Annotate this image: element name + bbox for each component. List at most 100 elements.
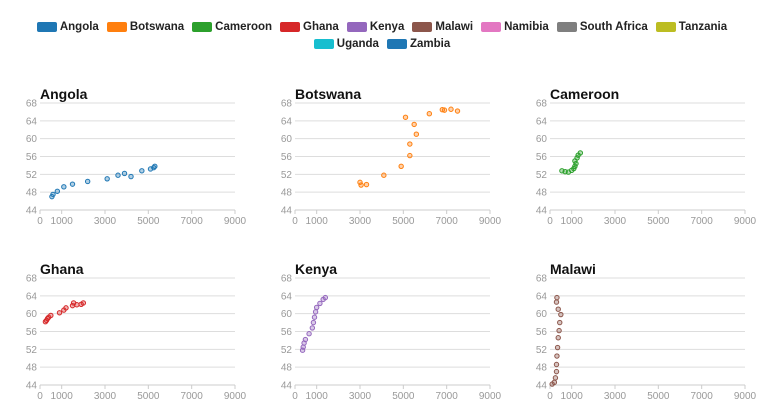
x-tick-label: 5000: [392, 216, 415, 227]
x-tick-label: 7000: [181, 216, 204, 227]
legend-swatch: [313, 38, 334, 49]
data-point: [151, 164, 157, 171]
y-tick-label: 68: [281, 99, 293, 110]
data-point: [363, 181, 370, 188]
y-tick-label: 44: [281, 381, 293, 392]
subplot-title: Kenya: [295, 261, 337, 277]
subplot-title: Botswana: [295, 86, 361, 102]
legend-label: Tanzania: [678, 20, 728, 33]
subplot-title: Ghana: [40, 261, 84, 277]
data-point: [56, 310, 63, 316]
legend-swatch: [280, 21, 301, 32]
data-point: [48, 312, 54, 319]
legend-item-namibia[interactable]: Namibia: [481, 21, 549, 33]
y-tick-label: 60: [26, 309, 38, 320]
subplot-botswana: Botswana 44 48 52 56 60 64 68 0 1000 3000 5000 7000 9…: [281, 86, 502, 227]
data-point: [84, 178, 91, 185]
y-tick-label: 68: [536, 99, 548, 110]
data-point: [407, 141, 413, 147]
x-tick-label: 1000: [51, 391, 74, 401]
legend-item-malawi[interactable]: Malawi: [412, 21, 473, 33]
legend-label: South Africa: [579, 20, 648, 33]
x-tick-label: 5000: [137, 391, 160, 401]
x-tick-label: 9000: [479, 391, 502, 401]
x-tick-label: 0: [292, 216, 298, 227]
x-tick-label: 3000: [349, 391, 372, 401]
data-point: [80, 300, 87, 306]
legend-row: Angola Botswana Cameroon Ghana Kenya Malawi Na…: [0, 18, 764, 35]
y-tick-label: 56: [281, 152, 293, 163]
y-tick-label: 64: [536, 116, 548, 127]
legend-swatch: [556, 21, 577, 32]
legend-item-south-africa[interactable]: South Africa: [556, 20, 648, 33]
y-tick-label: 52: [281, 170, 293, 181]
y-tick-label: 68: [26, 274, 38, 285]
y-tick-label: 64: [26, 116, 38, 127]
y-tick-label: 60: [281, 134, 293, 145]
y-tick-label: 64: [26, 291, 38, 302]
data-point: [413, 131, 420, 137]
y-tick-label: 52: [281, 345, 293, 356]
data-point: [381, 172, 387, 178]
legend-item-tanzania[interactable]: Tanzania: [655, 20, 728, 33]
legend-item-angola[interactable]: Angola: [36, 21, 99, 33]
y-tick-label: 44: [536, 381, 548, 392]
y-tick-label: 56: [26, 152, 38, 163]
data-point: [554, 353, 560, 359]
legend-swatch: [412, 21, 433, 32]
legend-item-kenya[interactable]: Kenya: [346, 21, 404, 33]
y-tick-label: 64: [281, 116, 293, 127]
x-tick-label: 9000: [224, 216, 247, 227]
legend-item-uganda[interactable]: Uganda: [313, 37, 379, 50]
legend-label: Uganda: [336, 37, 379, 50]
data-point: [555, 335, 561, 341]
x-tick-label: 3000: [94, 391, 117, 401]
subplot-cameroon: Cameroon 44 48 52 56 60 64 68 0 1000 3000 5000 7000 9…: [536, 86, 757, 227]
y-tick-label: 68: [26, 99, 38, 110]
legend-label: Botswana: [129, 20, 185, 33]
x-tick-label: 3000: [604, 216, 627, 227]
data-point: [553, 361, 560, 368]
data-point: [551, 379, 558, 386]
data-point: [557, 319, 563, 326]
data-point: [577, 150, 584, 156]
legend-row: Uganda Zambia: [0, 35, 764, 52]
data-point: [54, 188, 61, 194]
data-point: [426, 111, 433, 117]
y-tick-label: 64: [536, 291, 548, 302]
subplot-title: Malawi: [550, 261, 596, 277]
y-tick-label: 48: [26, 188, 38, 199]
x-tick-label: 7000: [691, 391, 714, 401]
data-point: [553, 299, 560, 305]
data-point: [411, 121, 417, 128]
legend-label: Cameroon: [215, 20, 273, 33]
x-tick-label: 9000: [224, 391, 247, 401]
y-tick-label: 56: [536, 327, 548, 338]
data-point: [313, 304, 320, 311]
x-tick-label: 5000: [392, 391, 415, 401]
data-point: [121, 170, 128, 177]
data-point: [448, 106, 454, 112]
y-tick-label: 64: [281, 291, 293, 302]
x-tick-label: 1000: [561, 391, 584, 401]
subplot-angola: Angola 44 48 52 56 60 64 68 0 1000 3000 5000 7000 900…: [26, 86, 247, 227]
legend-item-botswana[interactable]: Botswana: [106, 20, 185, 33]
legend-swatch: [655, 21, 676, 32]
x-tick-label: 5000: [137, 216, 160, 227]
legend-swatch: [346, 21, 367, 32]
y-tick-label: 48: [26, 363, 38, 374]
legend-swatch: [192, 21, 213, 32]
data-point: [554, 294, 560, 301]
data-point: [358, 182, 364, 188]
data-point: [554, 344, 561, 351]
data-point: [556, 327, 562, 334]
data-point: [398, 163, 404, 170]
legend-item-zambia[interactable]: Zambia: [386, 38, 450, 50]
legend-label: Malawi: [435, 20, 474, 33]
data-point: [309, 325, 316, 331]
y-tick-label: 68: [536, 274, 548, 285]
legend-item-ghana[interactable]: Ghana: [280, 21, 339, 33]
y-tick-label: 68: [281, 274, 293, 285]
legend-item-cameroon[interactable]: Cameroon: [192, 21, 272, 33]
legend-label: Ghana: [303, 20, 339, 33]
